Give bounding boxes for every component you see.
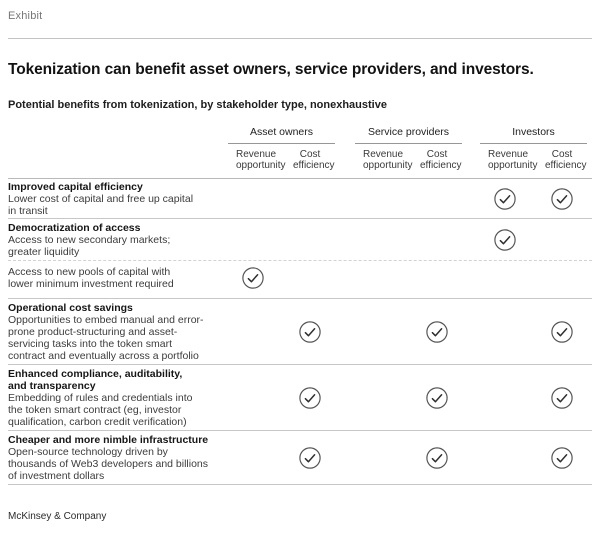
benefit-row-access-to-new-pools-of-capital: Access to new pools of capital with lowe… <box>8 261 592 299</box>
benefit-row-operational-cost-savings: Operational cost savings Opportunities t… <box>8 299 592 365</box>
row-label: Democratization of access Access to new … <box>8 222 236 258</box>
check-cell <box>488 387 522 409</box>
check-cell <box>488 267 522 289</box>
subcolumn-header-row: Revenue opportunity Cost efficiency Reve… <box>8 144 592 178</box>
benefit-row-enhanced-compliance: Enhanced compliance, auditability, and t… <box>8 365 592 431</box>
row-title: Cheaper and more nimble infrastructure <box>8 434 209 446</box>
check-cell <box>293 387 327 409</box>
check-cell <box>293 229 327 251</box>
check-cell <box>420 229 454 251</box>
check-cell <box>236 321 270 343</box>
check-cell <box>236 188 270 210</box>
brand-footer: McKinsey & Company <box>8 511 107 522</box>
check-cell <box>545 188 579 210</box>
column-group-service-providers: Service providers <box>355 126 462 144</box>
benefit-row-democratization-of-access: Democratization of access Access to new … <box>8 219 592 261</box>
check-cell <box>293 321 327 343</box>
column-group-asset-owners: Asset owners <box>228 126 335 144</box>
subcolumn-investors-revenue-opportunity: Revenue opportunity <box>488 149 538 171</box>
check-cell <box>488 229 522 251</box>
check-cell <box>236 447 270 469</box>
row-title: Operational cost savings <box>8 302 133 314</box>
benefit-row-cheaper-infrastructure: Cheaper and more nimble infrastructure O… <box>8 431 592 485</box>
check-cell <box>236 267 270 289</box>
subcolumn-service-providers-cost-efficiency: Cost efficiency <box>420 149 462 171</box>
check-cell <box>363 188 397 210</box>
check-cell <box>363 321 397 343</box>
subcolumn-asset-owners-revenue-opportunity: Revenue opportunity <box>236 149 286 171</box>
check-cell <box>236 229 270 251</box>
row-label: Cheaper and more nimble infrastructure O… <box>8 434 236 482</box>
row-description: Open-source technology driven by thousan… <box>8 446 209 482</box>
checkmark-circle-icon <box>551 447 573 469</box>
column-group-header-row: Asset owners Service providers Investors <box>8 126 592 144</box>
page-subtitle: Potential benefits from tokenization, by… <box>8 99 387 111</box>
checkmark-circle-icon <box>494 229 516 251</box>
check-cell <box>420 267 454 289</box>
check-cell <box>293 447 327 469</box>
subcolumn-service-providers-revenue-opportunity: Revenue opportunity <box>363 149 413 171</box>
column-group-investors: Investors <box>480 126 587 144</box>
check-cell <box>420 387 454 409</box>
checkmark-circle-icon <box>299 387 321 409</box>
checkmark-circle-icon <box>426 321 448 343</box>
exhibit-label: Exhibit <box>8 10 43 22</box>
check-cell <box>363 267 397 289</box>
check-cell <box>545 267 579 289</box>
table-body: Improved capital efficiency Lower cost o… <box>8 178 592 485</box>
benefit-row-improved-capital-efficiency: Improved capital efficiency Lower cost o… <box>8 179 592 219</box>
page-title: Tokenization can benefit asset owners, s… <box>8 61 534 78</box>
check-cell <box>545 321 579 343</box>
check-cell <box>293 267 327 289</box>
row-label: Operational cost savings Opportunities t… <box>8 302 236 362</box>
checkmark-circle-icon <box>551 188 573 210</box>
top-divider <box>8 38 592 39</box>
check-cell <box>488 447 522 469</box>
row-title: Democratization of access <box>8 222 141 234</box>
checkmark-circle-icon <box>242 267 264 289</box>
row-label: Improved capital efficiency Lower cost o… <box>8 181 236 217</box>
row-title: Improved capital efficiency <box>8 181 143 193</box>
row-description: Access to new pools of capital with lowe… <box>8 266 174 290</box>
row-title: Enhanced compliance, auditability, and t… <box>8 368 183 392</box>
check-cell <box>363 387 397 409</box>
row-label: Access to new pools of capital with lowe… <box>8 266 236 290</box>
subcolumn-investors-cost-efficiency: Cost efficiency <box>545 149 587 171</box>
check-cell <box>488 188 522 210</box>
check-cell <box>545 447 579 469</box>
checkmark-circle-icon <box>299 447 321 469</box>
checkmark-circle-icon <box>551 321 573 343</box>
row-description: Embedding of rules and credentials into … <box>8 392 193 428</box>
checkmark-circle-icon <box>426 387 448 409</box>
checkmark-circle-icon <box>299 321 321 343</box>
check-cell <box>420 321 454 343</box>
row-label: Enhanced compliance, auditability, and t… <box>8 368 236 428</box>
benefits-table: Asset owners Service providers Investors… <box>8 126 592 485</box>
check-cell <box>545 387 579 409</box>
check-cell <box>420 188 454 210</box>
row-description: Opportunities to embed manual and error-… <box>8 314 204 362</box>
row-description: Access to new secondary markets; greater… <box>8 234 171 258</box>
checkmark-circle-icon <box>494 188 516 210</box>
check-cell <box>420 447 454 469</box>
checkmark-circle-icon <box>551 387 573 409</box>
check-cell <box>363 447 397 469</box>
row-description: Lower cost of capital and free up capita… <box>8 193 194 217</box>
subcolumn-asset-owners-cost-efficiency: Cost efficiency <box>293 149 335 171</box>
check-cell <box>545 229 579 251</box>
checkmark-circle-icon <box>426 447 448 469</box>
check-cell <box>363 229 397 251</box>
check-cell <box>293 188 327 210</box>
check-cell <box>488 321 522 343</box>
check-cell <box>236 387 270 409</box>
